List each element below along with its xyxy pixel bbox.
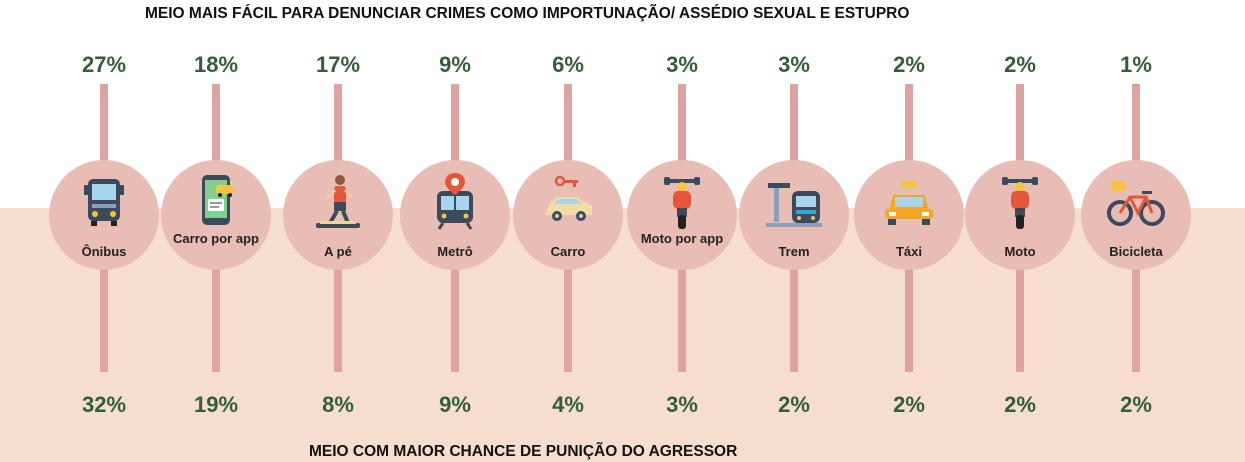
bus-icon	[84, 179, 124, 226]
bottom-connector-bar	[451, 262, 459, 372]
bottom-percent-label: 3%	[666, 392, 698, 417]
bottom-connector-bar	[212, 262, 220, 372]
category-column: 27% Ônibus 32%	[44, 0, 164, 462]
category-label: Moto por app	[640, 231, 724, 246]
category-label: Ônibus	[81, 244, 127, 259]
category-label: Moto	[1004, 244, 1036, 259]
taxi-icon	[885, 181, 933, 225]
bottom-percent-label: 9%	[439, 392, 471, 417]
bottom-percent-label: 2%	[893, 392, 925, 417]
top-connector-bar	[1132, 84, 1140, 184]
bottom-connector-bar	[790, 262, 798, 372]
bottom-connector-bar	[100, 262, 108, 372]
metro-icon	[437, 173, 473, 230]
category-label: Metrô	[437, 244, 473, 259]
walking-person-icon	[316, 175, 360, 228]
category-column: 9% Metrô 9%	[395, 0, 515, 462]
category-column: 2% Táxi 2%	[849, 0, 969, 462]
category-circle: Ônibus	[49, 160, 159, 270]
top-percent-label: 9%	[439, 52, 471, 77]
category-label: Carro por app	[173, 231, 259, 246]
category-circle: Táxi	[854, 160, 964, 270]
top-connector-bar	[451, 84, 459, 184]
top-connector-bar	[334, 84, 342, 184]
top-percent-label: 2%	[1004, 52, 1036, 77]
bottom-connector-bar	[1016, 262, 1024, 372]
top-percent-label: 18%	[193, 52, 239, 77]
bicycle-icon	[1107, 181, 1165, 226]
top-title-text: MEIO MAIS FÁCIL PARA DENUNCIAR CRIMES CO…	[145, 5, 910, 22]
category-circle: Moto por app	[627, 160, 737, 270]
top-connector-bar	[212, 84, 220, 184]
top-connector-bar	[1016, 84, 1024, 184]
top-percent-label: 2%	[893, 52, 925, 77]
bottom-percent-label: 4%	[552, 392, 584, 417]
category-column: 17% A pé 8%	[278, 0, 398, 462]
top-connector-bar	[100, 84, 108, 184]
train-icon	[766, 183, 822, 227]
category-circle: A pé	[283, 160, 393, 270]
bottom-percent-label: 19%	[193, 392, 239, 417]
category-column: 3% Trem 2%	[734, 0, 854, 462]
category-circle: Carro por app	[161, 160, 271, 270]
category-circle: Bicicleta	[1081, 160, 1191, 270]
category-label: Trem	[778, 244, 810, 259]
motorcycle-icon	[1002, 177, 1038, 229]
top-percent-label: 1%	[1120, 52, 1152, 77]
top-percent-label: 3%	[778, 52, 810, 77]
bottom-percent-label: 2%	[778, 392, 810, 417]
category-column: 6% Carro 4%	[508, 0, 628, 462]
bottom-percent-label: 2%	[1120, 392, 1152, 417]
bottom-connector-bar	[564, 262, 572, 372]
category-label: Táxi	[895, 244, 922, 259]
category-column: 18% Carro por app 19%	[156, 0, 276, 462]
category-circle: Carro	[513, 160, 623, 270]
top-connector-bar	[790, 84, 798, 184]
bottom-percent-label: 2%	[1004, 392, 1036, 417]
category-circle: Metrô	[400, 160, 510, 270]
bottom-connector-bar	[905, 262, 913, 372]
phone-car-icon	[202, 175, 234, 225]
bottom-connector-bar	[1132, 262, 1140, 372]
bottom-connector-bar	[678, 262, 686, 372]
motorcycle-icon	[664, 177, 700, 229]
top-percent-label: 3%	[666, 52, 698, 77]
top-connector-bar	[678, 84, 686, 184]
top-percent-label: 27%	[81, 52, 127, 77]
category-circle: Trem	[739, 160, 849, 270]
top-connector-bar	[564, 84, 572, 184]
category-column: 1% Bicicleta 2%	[1076, 0, 1196, 462]
top-percent-label: 17%	[315, 52, 361, 77]
bottom-percent-label: 8%	[322, 392, 354, 417]
category-label: A pé	[324, 244, 352, 259]
top-connector-bar	[905, 84, 913, 184]
category-label: Carro	[550, 244, 586, 259]
bottom-connector-bar	[334, 262, 342, 372]
category-column: 3% Moto por app 3%	[622, 0, 742, 462]
category-column: 2% Moto 2%	[960, 0, 1080, 462]
bottom-title-text: MEIO COM MAIOR CHANCE DE PUNIÇÃO DO AGRE…	[309, 443, 738, 460]
category-circle: Moto	[965, 160, 1075, 270]
category-label: Bicicleta	[1109, 244, 1163, 259]
car-icon	[546, 175, 592, 221]
bottom-percent-label: 32%	[81, 392, 127, 417]
top-percent-label: 6%	[552, 52, 584, 77]
